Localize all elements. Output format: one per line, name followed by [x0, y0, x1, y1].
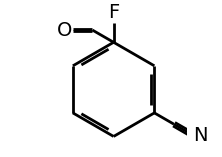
Text: O: O — [57, 21, 72, 40]
Text: N: N — [193, 126, 208, 145]
Text: F: F — [108, 3, 119, 22]
